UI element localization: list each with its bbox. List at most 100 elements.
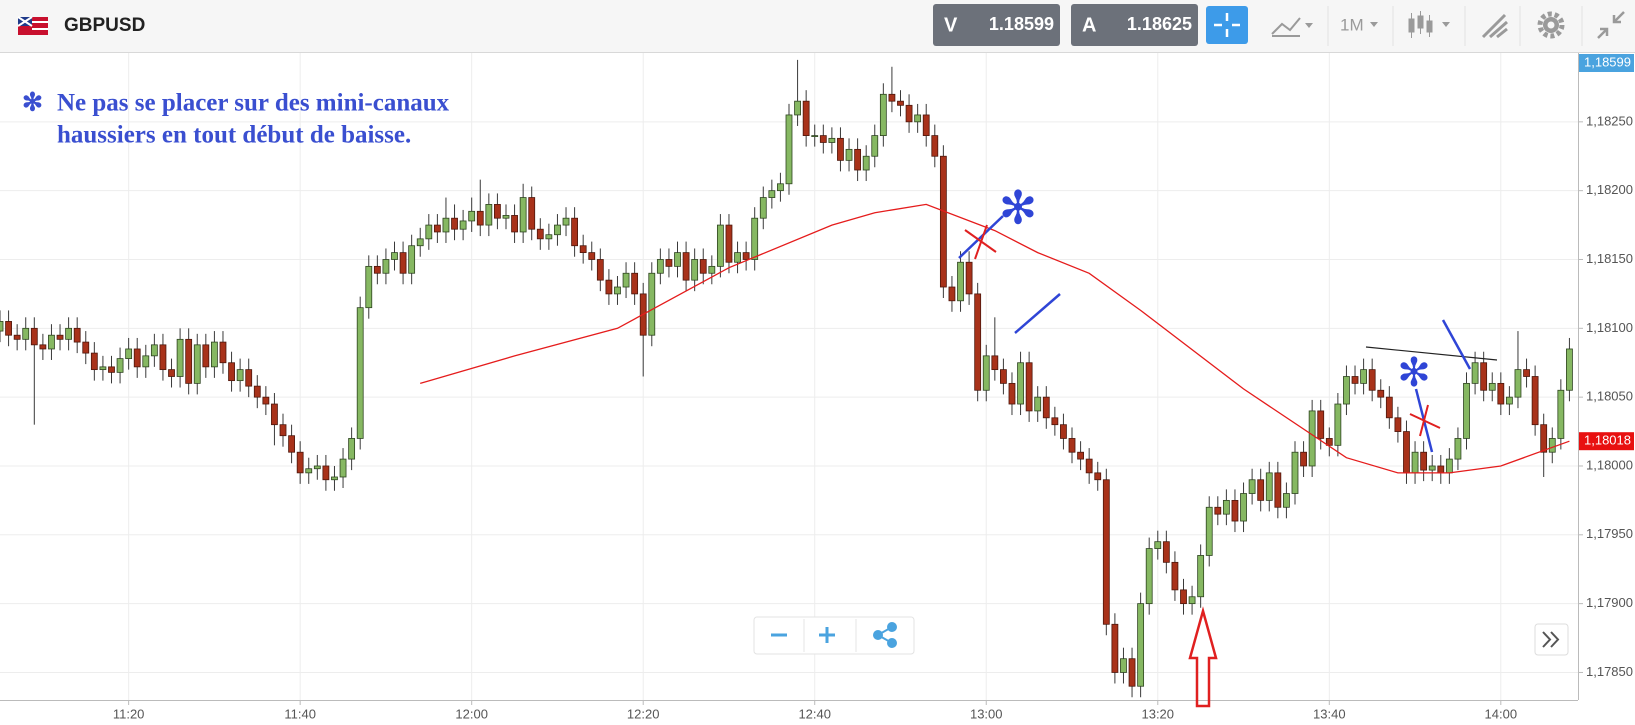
candle: [519, 183, 527, 243]
candle-body: [99, 366, 107, 371]
x-tick-label: 12:20: [627, 706, 660, 721]
candle: [1120, 647, 1127, 684]
candle: [1394, 406, 1402, 443]
candle-body: [408, 245, 416, 274]
candle: [168, 358, 175, 388]
candle: [897, 90, 904, 117]
candle-body: [571, 217, 578, 247]
candle-body: [1008, 382, 1016, 405]
candle-body: [931, 135, 939, 157]
candle-body: [648, 272, 656, 336]
x-tick-label: 11:40: [284, 706, 316, 721]
candle: [511, 204, 518, 243]
candle: [1505, 386, 1513, 416]
drawn-cross: [964, 224, 997, 260]
candle-body: [1265, 472, 1273, 501]
candle: [1368, 358, 1376, 402]
candle-body: [116, 358, 124, 373]
collapse-button[interactable]: [1597, 11, 1625, 39]
candle-body: [0, 321, 4, 332]
candle: [948, 276, 956, 312]
candle-body: [1454, 438, 1462, 460]
candle: [571, 207, 578, 257]
plot-area: 11:20 11:40 12:00 12:20 12:40 13:00 13:20 13:40…: [0, 53, 1634, 721]
candle-body: [1403, 431, 1410, 474]
candle: [1428, 454, 1436, 482]
bid-button[interactable]: V 1.18599: [933, 4, 1060, 46]
candle-body: [90, 352, 98, 371]
candle-body: [168, 369, 175, 377]
candle-body: [82, 341, 90, 354]
candle: [133, 337, 141, 378]
candle-body: [1514, 369, 1522, 398]
candle-body: [150, 344, 158, 357]
bid-price: 1.18599: [989, 14, 1054, 34]
candle-body: [30, 327, 38, 346]
candle-body: [914, 114, 922, 123]
y-tick-label: 1,18050: [1586, 389, 1633, 404]
candle-body: [1102, 479, 1110, 625]
candle-body: [828, 137, 836, 143]
candle: [554, 214, 561, 246]
candle: [485, 193, 493, 237]
candle: [879, 83, 887, 147]
candle: [605, 269, 613, 305]
candle: [725, 214, 733, 274]
candle-body: [871, 135, 879, 157]
candle-body: [142, 355, 150, 368]
ask-button[interactable]: A 1.18625: [1071, 4, 1198, 46]
flag-icon: [17, 16, 48, 35]
candle-body: [373, 265, 381, 274]
candle: [888, 66, 896, 113]
candle: [777, 172, 784, 202]
timeframe-button[interactable]: 1M: [1340, 15, 1378, 34]
crosshair-button[interactable]: [1206, 6, 1248, 44]
candle: [1034, 386, 1042, 422]
y-tick-label: 1,18200: [1586, 182, 1633, 197]
candle-body: [1317, 410, 1325, 439]
candle: [494, 193, 501, 230]
candle: [90, 342, 98, 381]
candle-body: [313, 465, 321, 470]
candle-body: [1463, 382, 1470, 439]
candle: [1334, 393, 1342, 457]
candle: [502, 204, 510, 230]
candle-body: [699, 259, 707, 274]
candle: [957, 251, 964, 312]
candle-body: [1162, 541, 1170, 563]
candle: [1360, 358, 1367, 395]
candle: [1445, 448, 1453, 484]
drawn-channel-line: [1441, 319, 1472, 370]
candle-body: [1034, 396, 1042, 412]
candle-body: [176, 338, 184, 377]
candle: [1042, 386, 1050, 429]
candle: [1403, 420, 1410, 484]
candle-body: [1222, 499, 1230, 515]
candle-body: [1428, 465, 1436, 471]
y-tick-label: 1,18250: [1586, 113, 1633, 128]
candle: [1102, 468, 1110, 636]
candle: [373, 255, 381, 285]
candle: [99, 355, 107, 381]
candle: [708, 255, 716, 285]
candle: [1248, 468, 1256, 505]
candle-body: [751, 217, 759, 260]
candle-body: [1248, 479, 1256, 494]
candle-body: [879, 93, 887, 136]
candle: [622, 262, 630, 299]
candle: [1471, 351, 1479, 395]
scroll-end-button[interactable]: [1534, 623, 1569, 656]
candle-body: [1334, 403, 1342, 446]
candle-body: [1120, 658, 1127, 673]
settings-button[interactable]: [1537, 11, 1565, 39]
draw-button[interactable]: [1481, 13, 1508, 39]
x-tick-label: 13:00: [970, 706, 1003, 721]
candle-style-button[interactable]: [1408, 11, 1450, 38]
candle-body: [48, 334, 55, 350]
y-tick-label: 1,17950: [1586, 526, 1633, 541]
chart-type-button[interactable]: [1271, 17, 1313, 37]
zoom-in-button[interactable]: [819, 627, 835, 643]
share-button[interactable]: [873, 622, 897, 648]
candle: [1325, 427, 1333, 457]
candle-body: [1488, 382, 1496, 391]
